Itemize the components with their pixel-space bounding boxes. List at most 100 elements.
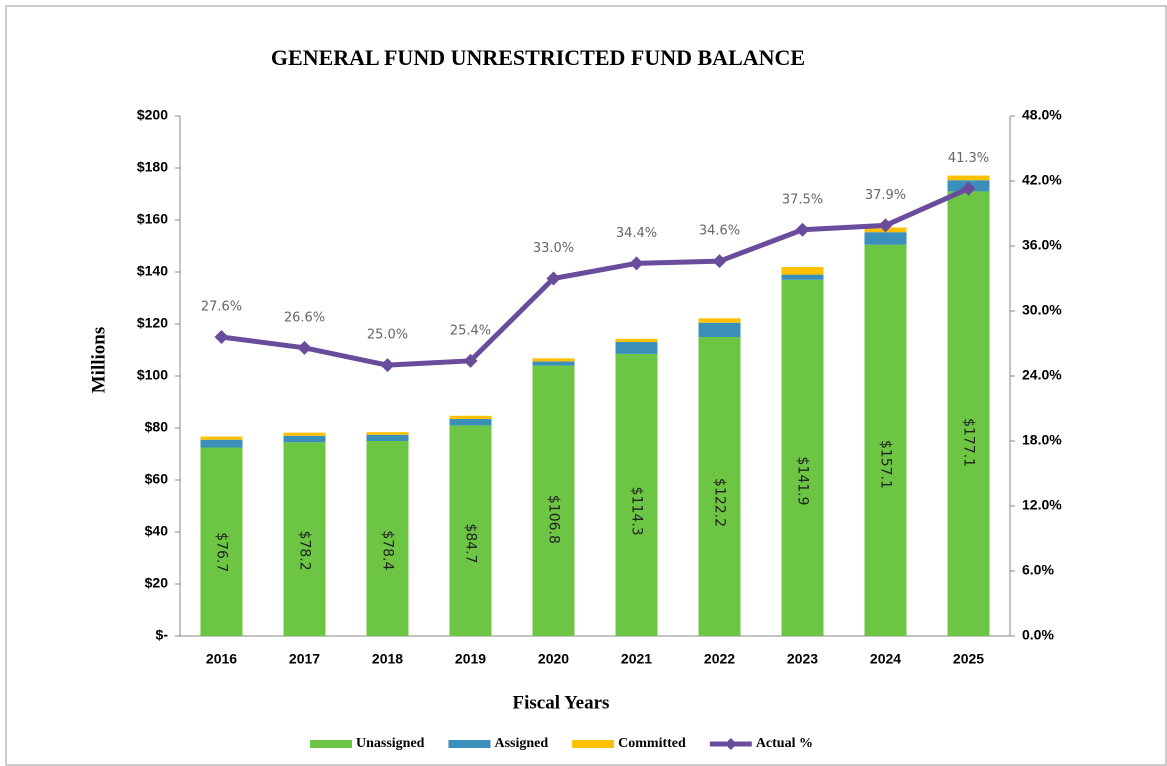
bar-segment [449,425,492,636]
bar-segment [200,447,243,636]
bar-segment [366,434,409,441]
line-marker [961,181,976,196]
bar-segment [698,318,741,323]
total-label: $122.2 [712,478,728,527]
bar-segment [283,435,326,443]
line-marker [214,330,229,344]
bar-segment [449,418,492,426]
line-marker [795,222,810,237]
bar-segment [698,337,741,636]
line-marker [380,358,395,373]
total-label: $114.3 [629,487,645,536]
bar-segment [615,353,658,636]
x-tick-label: 2020 [538,651,569,667]
bar-segment [615,338,658,342]
x-tick-label: 2021 [621,651,652,667]
y2-tick-label: 30.0% [1022,302,1062,318]
line-value-label: 37.5% [782,192,823,207]
legend-label: Assigned [494,736,548,751]
y2-tick-label: 6.0% [1022,562,1054,578]
line-value-label: 27.6% [201,300,242,315]
legend-swatch [310,740,352,748]
y-tick-label: $200 [137,107,168,123]
y-tick-label: $160 [137,211,168,227]
bar-segment [283,442,326,636]
line-marker [463,353,478,368]
y2-tick-label: 12.0% [1022,497,1062,513]
bar-segment [781,279,824,636]
x-tick-label: 2022 [704,651,735,667]
y-tick-label: $140 [137,263,168,279]
y2-tick-label: 24.0% [1022,367,1062,383]
total-label: $177.1 [961,418,977,467]
bar-segment [532,361,575,366]
y-tick-label: $180 [137,159,168,175]
bar-segment [366,441,409,636]
y-axis-title: Millions [88,327,109,394]
line-marker [878,218,893,233]
line-value-label: 25.0% [367,328,408,343]
x-tick-label: 2024 [870,651,901,667]
x-tick-label: 2025 [953,651,984,667]
y-tick-label: $40 [145,523,169,539]
y2-tick-label: 18.0% [1022,432,1062,448]
line-value-label: 34.4% [616,226,657,241]
x-tick-label: 2023 [787,651,818,667]
y2-tick-label: 36.0% [1022,237,1062,253]
line-marker [546,271,561,286]
legend-label: Committed [618,736,686,751]
total-label: $106.8 [546,495,562,544]
line-value-label: 26.6% [284,310,325,325]
x-tick-label: 2018 [372,651,403,667]
bar-segment [864,244,907,636]
y-tick-label: $80 [145,419,169,435]
total-label: $78.2 [297,531,313,571]
bar-segment [781,267,824,275]
y-tick-label: $20 [145,575,169,591]
bar-segment [947,175,990,181]
x-tick-label: 2019 [455,651,486,667]
line-value-label: 41.3% [948,151,989,166]
y-tick-label: $120 [137,315,168,331]
y2-tick-label: 0.0% [1022,627,1054,643]
bar-segment [864,232,907,245]
bar-segment [698,322,741,337]
x-tick-label: 2016 [206,651,237,667]
y-tick-label: $- [156,627,169,643]
bar-segment [532,365,575,636]
total-label: $76.7 [214,532,230,572]
legend-label: Actual % [756,736,813,751]
bar-segment [532,358,575,362]
bar-segment [283,432,326,436]
total-label: $84.7 [463,523,479,563]
y2-tick-label: 42.0% [1022,172,1062,188]
line-value-label: 33.0% [533,241,574,256]
line-marker [629,256,644,271]
bar-segment [366,432,409,435]
line-marker [297,340,312,355]
y-tick-label: $60 [145,471,169,487]
legend-swatch [724,738,737,750]
legend-swatch [448,740,491,748]
bar-segment [947,191,990,636]
line-value-label: 25.4% [450,323,491,338]
legend-swatch [572,740,615,748]
line-value-label: 37.9% [865,188,906,203]
total-label: $157.1 [878,440,894,489]
line [221,186,970,368]
line-marker [712,254,727,269]
bar-segment [615,341,658,354]
bar-segment [200,436,243,440]
y-tick-label: $100 [137,367,168,383]
x-tick-label: 2017 [289,651,320,667]
bar-segment [200,439,243,448]
x-axis-title: Fiscal Years [513,692,610,713]
bar-segment [781,274,824,280]
bar-segment [449,415,492,419]
legend-label: Unassigned [356,736,425,751]
total-label: $78.4 [380,530,396,570]
total-label: $141.9 [795,457,811,506]
line-value-label: 34.6% [699,224,740,239]
chart-title: GENERAL FUND UNRESTRICTED FUND BALANCE [271,45,805,70]
